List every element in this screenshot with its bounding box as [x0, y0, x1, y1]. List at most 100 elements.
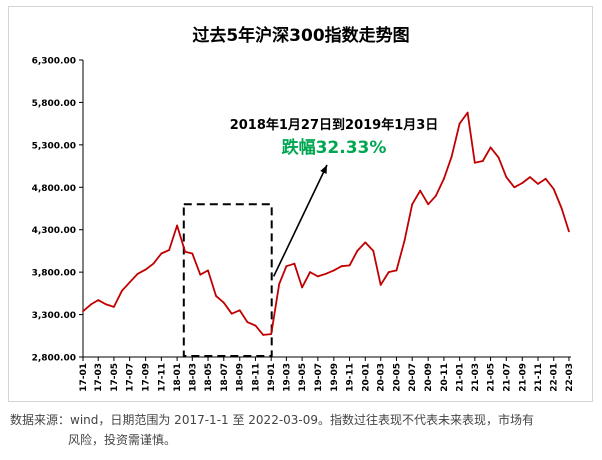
- series-point: [458, 122, 461, 125]
- series-point: [246, 321, 249, 324]
- series-point: [316, 275, 319, 278]
- x-tick-label: 21-03: [471, 363, 481, 392]
- series-point: [395, 269, 398, 272]
- y-tick-label: 2,800.00: [32, 354, 76, 364]
- line-chart: 过去5年沪深300指数走势图 6,300.00 5,800.00 5,300.00 4…: [32, 25, 575, 392]
- x-tick-label: 17-09: [142, 363, 152, 392]
- x-tick-label: 22-01: [550, 363, 560, 392]
- x-tick-label: 17-11: [157, 363, 167, 392]
- x-tick-label: 19-11: [346, 363, 356, 392]
- x-tick-label: 20-07: [408, 363, 418, 392]
- x-tick-label: 17-03: [94, 363, 104, 392]
- y-tick-label: 6,300.00: [32, 57, 76, 67]
- series-point: [450, 155, 453, 158]
- x-tick-label: 21-01: [456, 363, 466, 392]
- series-point: [544, 177, 547, 180]
- x-tick-label: 18-11: [251, 363, 261, 392]
- series-point: [473, 161, 476, 164]
- series-point: [497, 156, 500, 159]
- series-point: [348, 264, 351, 267]
- series-point: [481, 160, 484, 162]
- annotation-change: 跌幅32.33%: [282, 137, 387, 158]
- series-point: [568, 230, 570, 233]
- x-tick-label: 19-01: [267, 363, 277, 392]
- source-note-line2: 风险，投资需谨慎。: [68, 433, 177, 447]
- series-point: [270, 333, 273, 335]
- source-note: 数据来源：wind，日期范围为 2017-1-1 至 2022-03-09。指数…: [10, 410, 592, 450]
- series-point: [168, 249, 171, 251]
- x-tick-label: 22-03: [565, 363, 575, 392]
- series-point: [356, 250, 359, 252]
- series-point: [285, 265, 288, 268]
- x-tick-label: 20-01: [361, 363, 371, 392]
- x-tick-label: 19-03: [282, 363, 292, 392]
- series-point: [82, 310, 84, 313]
- drawdown-box-rect: [182, 203, 273, 357]
- series-point: [309, 271, 312, 274]
- series-point: [435, 194, 437, 197]
- series-point: [340, 265, 343, 268]
- series-point: [90, 303, 92, 306]
- series-point: [222, 301, 225, 304]
- x-tick-label: 18-09: [236, 363, 246, 392]
- series-point: [144, 268, 147, 271]
- series-point: [387, 271, 390, 274]
- x-tick-label: 19-05: [298, 363, 308, 392]
- series-point: [552, 188, 555, 190]
- series-point: [238, 309, 241, 312]
- series-point: [324, 272, 327, 275]
- series-point: [105, 303, 108, 306]
- series-point: [152, 262, 155, 265]
- annotation: 2018年1月27日到2019年1月3日 跌幅32.33%: [230, 117, 439, 277]
- annotation-arrow-line: [272, 164, 328, 277]
- series-point: [97, 299, 100, 302]
- series-point: [301, 286, 304, 289]
- annotation-date-range: 2018年1月27日到2019年1月3日: [230, 117, 439, 133]
- x-tick-label: 21-07: [502, 363, 512, 392]
- series-point: [489, 146, 492, 149]
- series-point: [160, 252, 163, 255]
- series-point: [230, 312, 233, 315]
- series-point: [199, 273, 202, 276]
- series-point: [121, 289, 123, 292]
- y-axis: 6,300.00 5,800.00 5,300.00 4,800.00 4,300.00…: [32, 57, 84, 364]
- series-point: [560, 207, 563, 210]
- series-point: [293, 262, 296, 265]
- source-note-line1: 数据来源：wind，日期范围为 2017-1-1 至 2022-03-09。指数…: [10, 413, 535, 427]
- series-point: [466, 111, 469, 114]
- series-point: [128, 281, 131, 284]
- y-tick-label: 3,300.00: [32, 311, 76, 321]
- series-point: [379, 283, 382, 286]
- series-point: [113, 306, 115, 308]
- y-tick-label: 3,800.00: [32, 269, 76, 279]
- series-point: [364, 241, 367, 244]
- x-tick-label: 18-01: [173, 363, 183, 392]
- series-point: [372, 250, 375, 252]
- x-tick-label: 21-09: [518, 363, 528, 392]
- y-tick-label: 4,300.00: [32, 226, 76, 236]
- series-point: [427, 203, 430, 206]
- x-axis: 17-01 17-03 17-05 17-07 17-09 17-11 18-01 18-03…: [79, 356, 575, 392]
- series-point: [537, 182, 539, 185]
- y-tick-label: 4,800.00: [32, 184, 76, 194]
- x-tick-label: 18-05: [204, 363, 214, 392]
- series-point: [136, 272, 139, 275]
- x-tick-label: 17-07: [126, 363, 136, 392]
- x-tick-label: 21-05: [487, 363, 497, 392]
- x-tick-label: 19-09: [330, 363, 340, 392]
- series-point: [191, 252, 194, 255]
- x-tick-label: 17-05: [110, 363, 120, 392]
- x-tick-label: 17-01: [79, 363, 89, 392]
- series-point: [505, 176, 508, 179]
- x-tick-label: 18-03: [188, 363, 198, 392]
- y-tick-label: 5,800.00: [32, 99, 76, 109]
- series-point: [254, 324, 257, 327]
- series-point: [529, 176, 531, 179]
- x-tick-label: 20-09: [424, 363, 434, 392]
- x-tick-label: 20-11: [440, 363, 450, 392]
- series-point: [411, 203, 414, 206]
- x-tick-label: 20-05: [392, 363, 402, 392]
- series-point: [521, 182, 524, 184]
- series-point: [207, 269, 209, 272]
- series-point: [278, 283, 281, 285]
